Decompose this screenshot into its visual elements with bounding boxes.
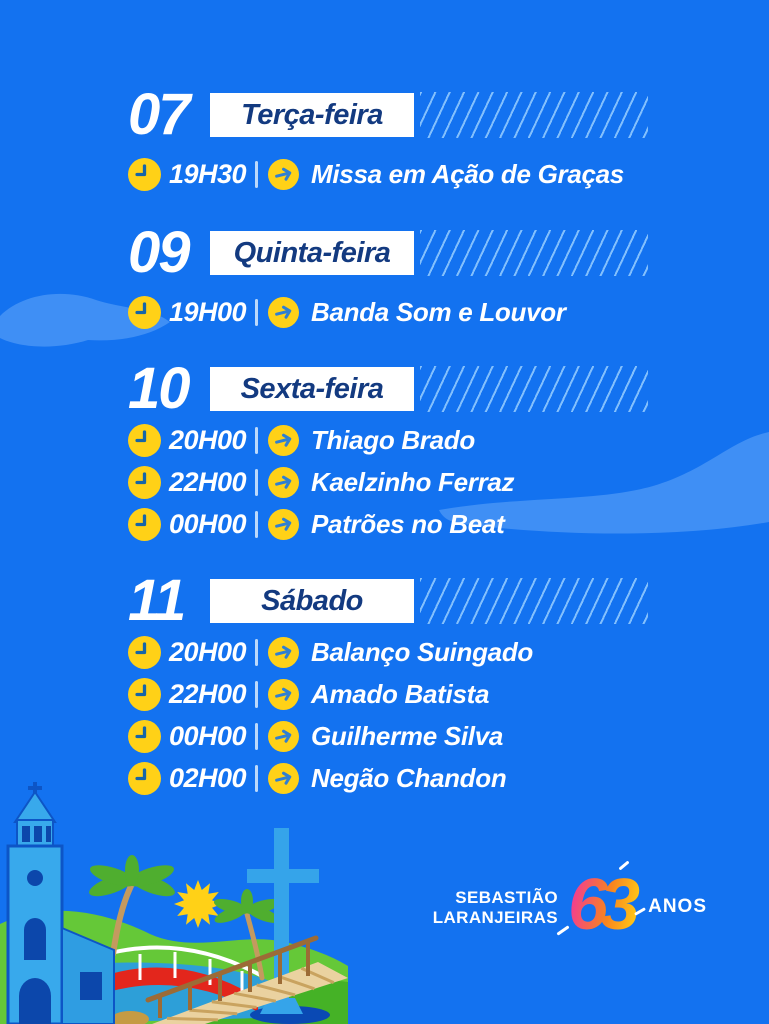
weekday-badge: Quinta-feira	[210, 231, 414, 275]
event-list: 19H00 Banda Som e Louvor	[128, 295, 688, 329]
event-title: Balanço Suingado	[311, 636, 534, 667]
divider	[255, 680, 258, 708]
clock-icon	[128, 761, 161, 795]
arrow-right-icon	[268, 296, 299, 328]
day-header: 09 Quinta-feira	[128, 224, 688, 282]
town-illustration	[0, 782, 348, 1024]
divider	[255, 298, 258, 326]
arrow-right-icon	[268, 762, 299, 794]
clock-icon	[128, 507, 161, 541]
event-list: 20H00 Balanço Suingado 22H00 Amado Batis…	[128, 635, 688, 795]
arrow-right-icon	[268, 636, 299, 668]
arrow-right-icon	[268, 508, 299, 540]
event-row: 20H00 Balanço Suingado	[128, 635, 688, 669]
event-time: 02H00	[169, 762, 247, 793]
hatch-pattern	[420, 230, 648, 276]
event-row: 19H30 Missa em Ação de Graças	[128, 157, 688, 191]
clock-icon	[128, 423, 161, 457]
anniversary-logo: SEBASTIÃO LARANJEIRAS 63 ANOS	[430, 860, 707, 948]
event-time: 00H00	[169, 720, 247, 751]
clock-icon	[128, 465, 161, 499]
event-row: 02H00 Negão Chandon	[128, 761, 688, 795]
weekday-badge: Sexta-feira	[210, 367, 414, 411]
city-name-line2: LARANJEIRAS	[432, 908, 558, 927]
day-section-07: 07 Terça-feira 19H30 Missa em Ação de Gr…	[128, 86, 688, 200]
clock-icon	[128, 677, 161, 711]
event-time: 22H00	[169, 466, 247, 497]
arrow-right-icon	[268, 424, 299, 456]
day-number: 10	[128, 356, 191, 421]
event-time: 20H00	[169, 424, 247, 455]
weekday-label: Quinta-feira	[233, 236, 391, 269]
event-list: 19H30 Missa em Ação de Graças	[128, 157, 688, 191]
divider	[255, 426, 258, 454]
event-title: Guilherme Silva	[311, 720, 504, 751]
years-number: 63	[568, 862, 640, 948]
city-name-line1: SEBASTIÃO	[455, 888, 558, 907]
divider	[255, 764, 258, 792]
event-row: 22H00 Kaelzinho Ferraz	[128, 465, 688, 499]
palm-tree-icon	[89, 855, 175, 957]
event-title: Patrões no Beat	[311, 508, 505, 539]
day-section-11: 11 Sábado 20H00 Balanço Suingado 22H00 A…	[128, 572, 688, 804]
event-time: 20H00	[169, 636, 247, 667]
palm-tree-icon	[213, 889, 281, 981]
divider	[255, 468, 258, 496]
day-number: 07	[128, 82, 191, 147]
event-row: 00H00 Patrões no Beat	[128, 507, 688, 541]
divider	[255, 638, 258, 666]
weekday-label: Sábado	[261, 584, 363, 617]
day-header: 10 Sexta-feira	[128, 360, 688, 418]
event-row: 20H00 Thiago Brado	[128, 423, 688, 457]
clock-icon	[128, 157, 161, 191]
arrow-right-icon	[268, 678, 299, 710]
sun-icon	[174, 880, 222, 928]
clock-icon	[128, 295, 161, 329]
clock-icon	[128, 719, 161, 753]
stairs-icon	[145, 935, 348, 1024]
weekday-label: Terça-feira	[241, 98, 383, 131]
divider	[255, 160, 258, 188]
event-time: 19H30	[169, 158, 247, 189]
event-row: 22H00 Amado Batista	[128, 677, 688, 711]
event-title: Missa em Ação de Graças	[311, 158, 624, 189]
event-title: Amado Batista	[311, 678, 490, 709]
divider	[255, 510, 258, 538]
church-icon	[6, 782, 115, 1024]
cross-monument-icon	[247, 828, 330, 1024]
day-number: 11	[128, 568, 186, 633]
city-name: SEBASTIÃO LARANJEIRAS	[430, 888, 558, 928]
weekday-label: Sexta-feira	[240, 372, 384, 405]
weekday-badge: Sábado	[210, 579, 414, 623]
event-time: 22H00	[169, 678, 247, 709]
day-number: 09	[128, 220, 191, 285]
years-label: ANOS	[648, 896, 707, 917]
hatch-pattern	[420, 92, 648, 138]
hatch-pattern	[420, 366, 648, 412]
event-title: Negão Chandon	[311, 762, 507, 793]
event-list: 20H00 Thiago Brado 22H00 Kaelzinho Ferra…	[128, 423, 688, 541]
weekday-badge: Terça-feira	[210, 93, 414, 137]
event-row: 00H00 Guilherme Silva	[128, 719, 688, 753]
divider	[255, 722, 258, 750]
day-section-10: 10 Sexta-feira 20H00 Thiago Brado 22H00 …	[128, 360, 688, 550]
event-title: Thiago Brado	[311, 424, 475, 455]
event-time: 19H00	[169, 296, 247, 327]
clock-icon	[128, 635, 161, 669]
event-row: 19H00 Banda Som e Louvor	[128, 295, 688, 329]
event-title: Banda Som e Louvor	[311, 296, 566, 327]
event-title: Kaelzinho Ferraz	[311, 466, 515, 497]
arrow-right-icon	[268, 158, 299, 190]
event-time: 00H00	[169, 508, 247, 539]
arrow-right-icon	[268, 466, 299, 498]
day-header: 07 Terça-feira	[128, 86, 688, 144]
hatch-pattern	[420, 578, 648, 624]
years-number-wrap: 63	[556, 860, 647, 948]
day-header: 11 Sábado	[128, 572, 688, 630]
day-section-09: 09 Quinta-feira 19H00 Banda Som e Louvor	[128, 224, 688, 338]
arrow-right-icon	[268, 720, 299, 752]
